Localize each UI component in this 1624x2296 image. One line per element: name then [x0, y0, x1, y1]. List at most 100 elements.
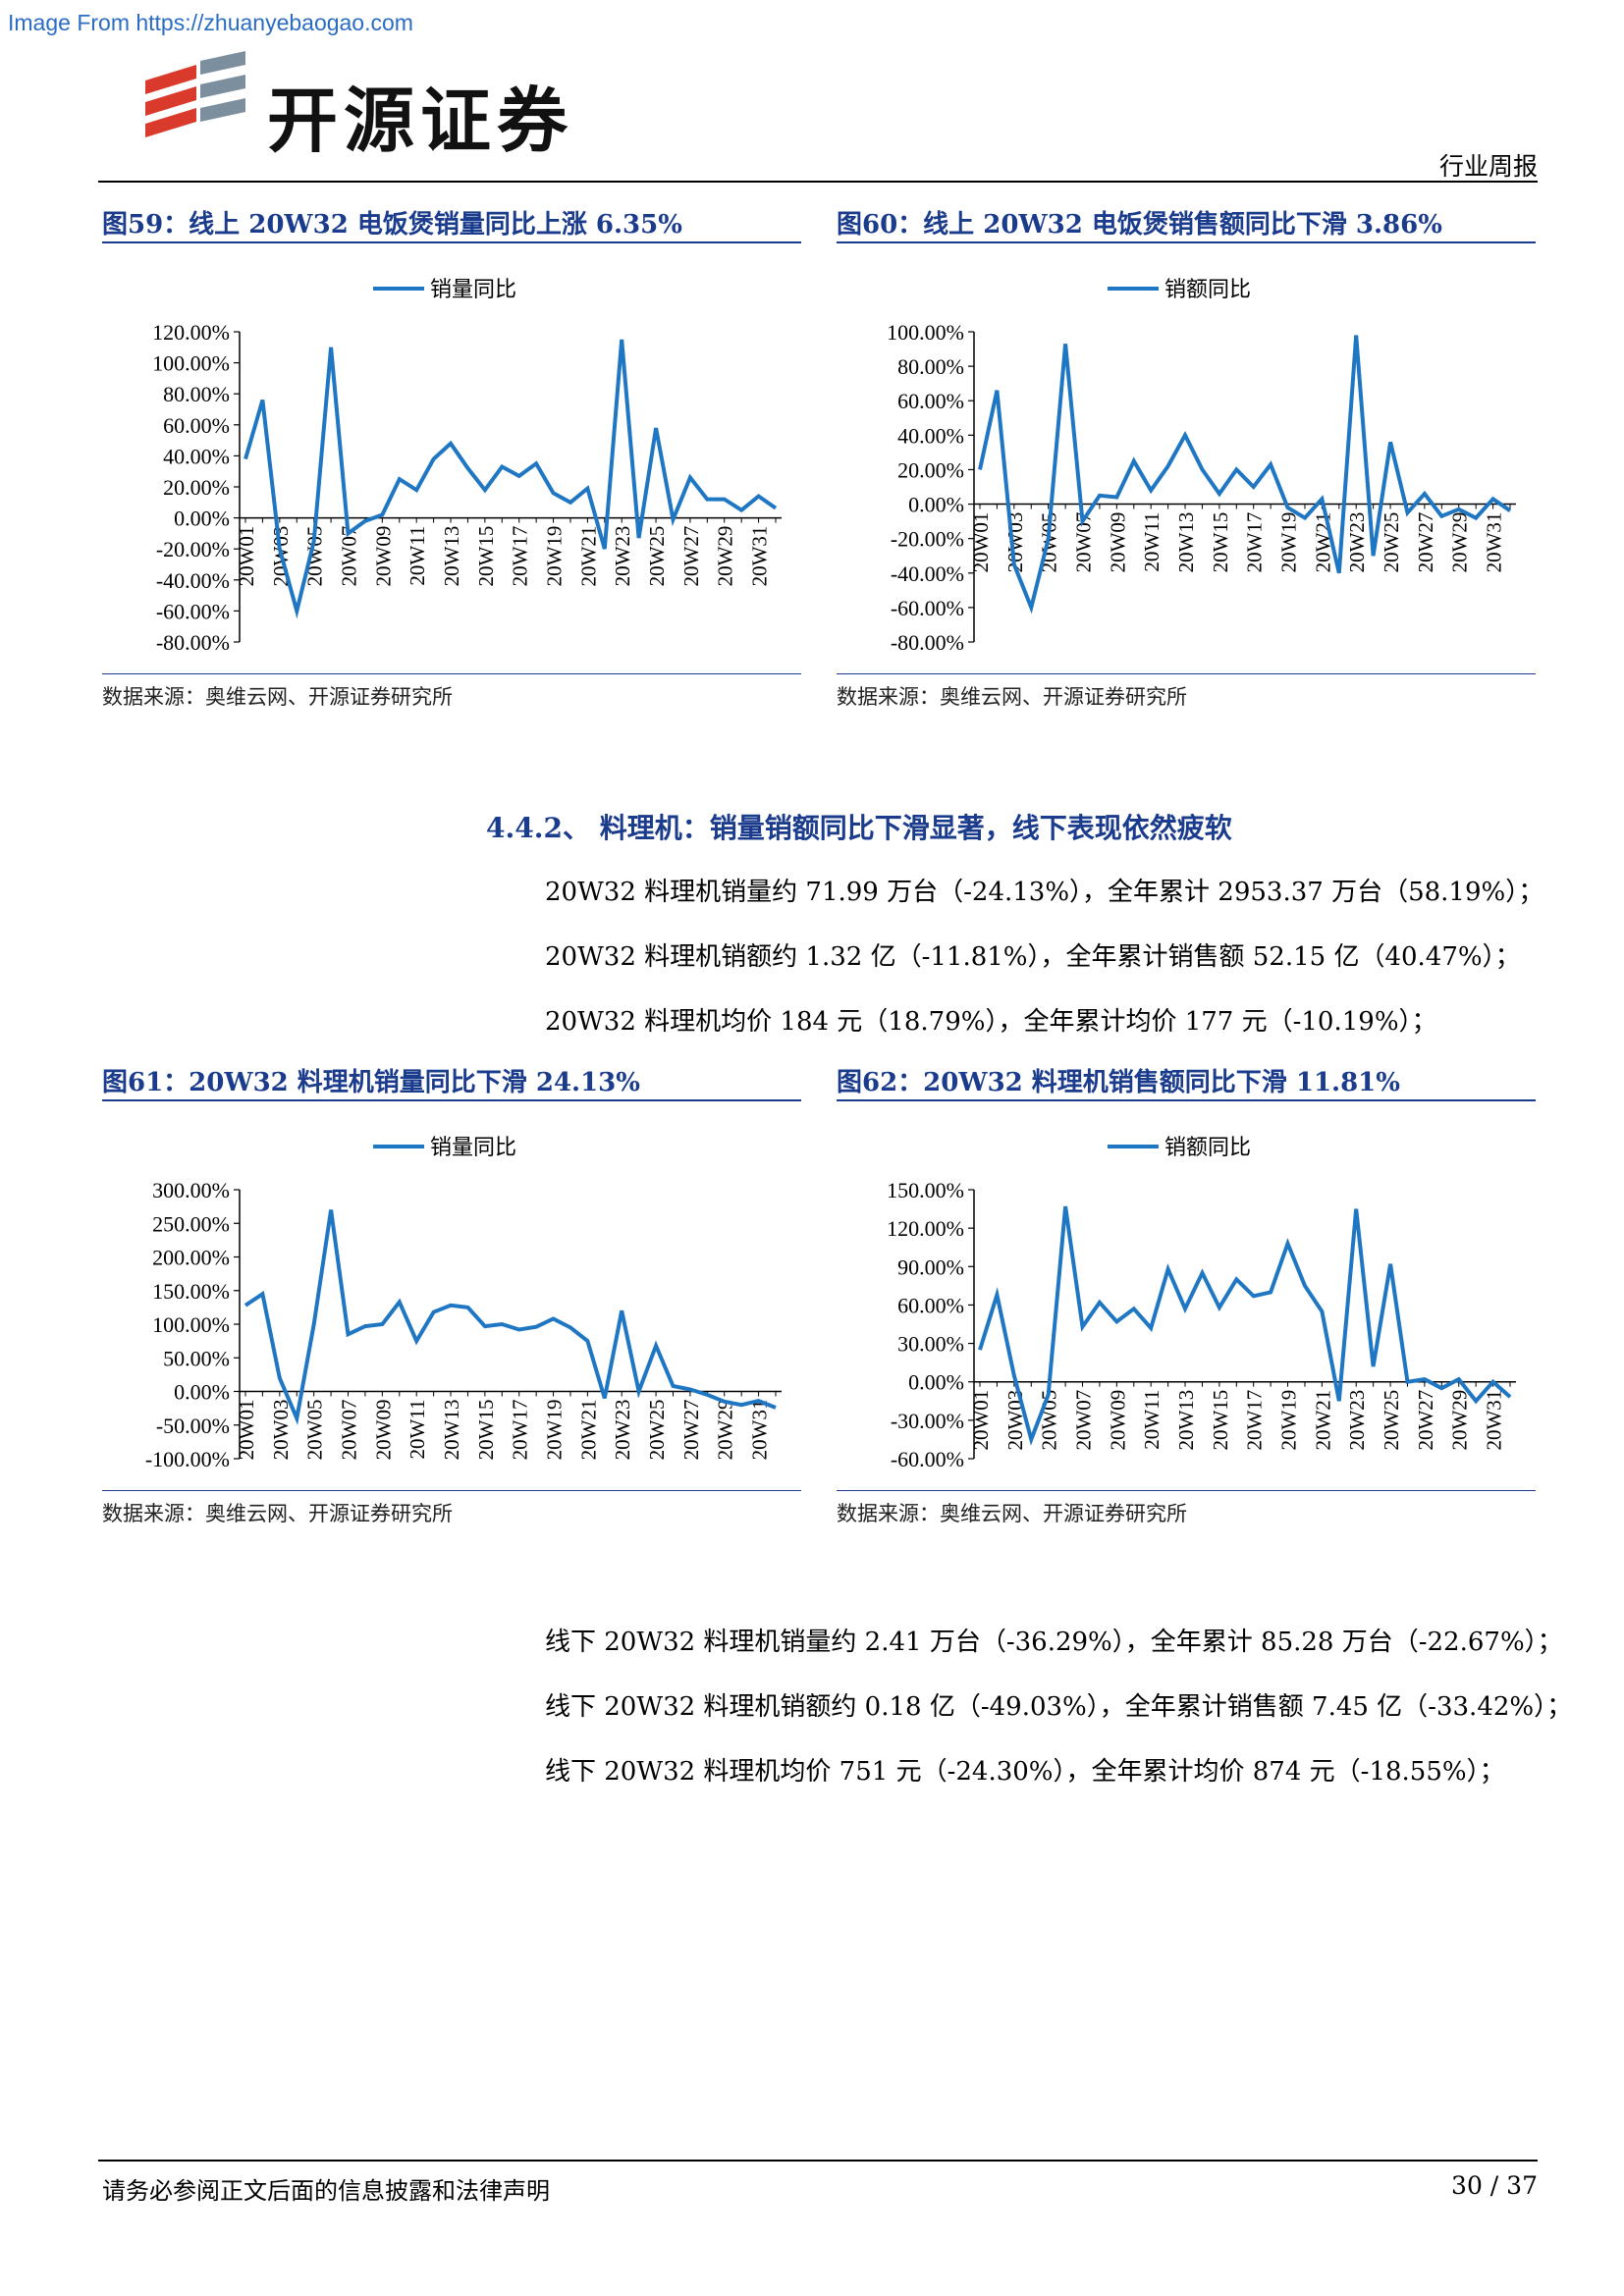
fig62-x-tick-label: 20W19	[1277, 1390, 1301, 1451]
fig60-y-tick-label: 20.00%	[897, 457, 964, 482]
fig62-x-tick-label: 20W05	[1038, 1390, 1061, 1451]
fig62-x-tick-label: 20W23	[1345, 1390, 1369, 1451]
fig59-x-tick-label: 20W29	[714, 526, 737, 587]
figure-62-source: 数据来源：奥维云网、开源证券研究所	[837, 1502, 1187, 1525]
fig62-y-tick-label: 120.00%	[887, 1216, 964, 1241]
fig59-y-tick-label: 100.00%	[152, 351, 230, 376]
figure-61-chart: 销量同比 300.00% 250.00% 200.00% 150.00% 100.00% 5…	[102, 1103, 801, 1488]
fig62-x-tick-label: 20W25	[1380, 1390, 1403, 1451]
fig61-x-tick-label: 20W05	[303, 1400, 327, 1461]
fig60-x-tick-label: 20W25	[1380, 512, 1403, 573]
fig61-series-line	[244, 1209, 777, 1425]
fig59-legend: 销量同比	[373, 278, 516, 302]
offline-line-2: 线下 20W32 料理机销额约 0.18 亿（-49.03%），全年累计销售额 …	[545, 1692, 1573, 1722]
fig60-x-tick-label: 20W01	[969, 512, 993, 573]
fig62-y-tick-label: -60.00%	[891, 1447, 964, 1471]
fig59-y-tick-label: -40.00%	[156, 568, 230, 593]
figure-60-chart: 销额同比 100.00% 80.00% 60.00% 40.00% 20.00% 0.00%…	[837, 245, 1536, 671]
fig62-x-tick-label: 20W01	[969, 1390, 993, 1451]
figure-60-title: 图60：线上 20W32 电饭煲销售额同比下滑 3.86%	[837, 210, 1442, 240]
fig62-x-tick-label: 20W31	[1483, 1390, 1506, 1451]
fig61-y-tick-label: 100.00%	[152, 1312, 230, 1337]
fig62-x-tick-label: 20W13	[1174, 1390, 1198, 1451]
figure-59-chart: 销量同比 120.00% 100.00% 80.00% 60.00% 40.00% 20.0…	[102, 245, 801, 671]
figure-61-top-rule	[102, 1099, 801, 1101]
fig61-x-tick-label: 20W07	[338, 1400, 361, 1461]
fig60-y-tick-label: -40.00%	[891, 561, 964, 586]
figure-59-source: 数据来源：奥维云网、开源证券研究所	[102, 685, 453, 709]
fig62-x-tick-label: 20W27	[1414, 1390, 1437, 1451]
fig62-y-tick-label: 60.00%	[897, 1293, 964, 1317]
fig60-x-tick-label: 20W11	[1140, 512, 1164, 572]
footer-disclaimer: 请务必参阅正文后面的信息披露和法律声明	[102, 2177, 550, 2205]
figure-61-bottom-rule	[102, 1490, 801, 1491]
fig62-x-tick-label: 20W21	[1311, 1390, 1334, 1451]
fig60-x-tick-label: 20W17	[1243, 512, 1267, 573]
figure-59-title: 图59：线上 20W32 电饭煲销量同比上涨 6.35%	[102, 210, 682, 240]
section-line-2: 20W32 料理机销额约 1.32 亿（-11.81%），全年累计销售额 52.…	[545, 942, 1521, 972]
brand-name: 开源证券	[267, 80, 574, 162]
fig60-legend: 销额同比	[1108, 278, 1251, 302]
fig59-y-tick-label: -20.00%	[156, 537, 230, 561]
fig59-y-tick-label: -80.00%	[156, 630, 230, 655]
fig61-x-tick-label: 20W25	[645, 1400, 669, 1461]
footer-divider	[98, 2160, 1538, 2162]
fig62-series-line	[978, 1205, 1512, 1446]
fig62-x-tick-label: 20W29	[1448, 1390, 1472, 1451]
figure-60-bottom-rule	[837, 673, 1536, 674]
fig59-x-tick-label: 20W23	[611, 526, 634, 587]
fig62-y-tick-label: 30.00%	[897, 1332, 964, 1357]
fig61-y-tick-label: 300.00%	[152, 1178, 230, 1202]
header-divider	[98, 181, 1538, 183]
fig62-x-tick-label: 20W17	[1243, 1390, 1267, 1451]
fig62-y-tick-label: 90.00%	[897, 1255, 964, 1279]
fig59-y-tick-label: 120.00%	[152, 320, 230, 345]
fig60-y-tick-label: -80.00%	[891, 630, 964, 655]
fig61-legend-label: 销量同比	[430, 1136, 516, 1160]
fig59-x-tick-label: 20W11	[406, 526, 429, 586]
fig59-x-tick-label: 20W17	[509, 526, 532, 587]
fig60-y-tick-label: 60.00%	[897, 389, 964, 413]
fig61-x-tick-label: 20W23	[611, 1400, 634, 1461]
figure-59-bottom-rule	[102, 673, 801, 674]
fig60-x-tick-label: 20W13	[1174, 512, 1198, 573]
fig59-series-line	[244, 339, 778, 619]
fig61-x-tick-label: 20W19	[543, 1400, 567, 1461]
fig59-legend-label: 销量同比	[430, 278, 516, 302]
fig61-x-tick-label: 20W29	[714, 1400, 737, 1461]
fig60-x-tick-label: 20W09	[1106, 512, 1129, 573]
fig62-x-tick-label: 20W09	[1106, 1390, 1129, 1451]
figure-61-source: 数据来源：奥维云网、开源证券研究所	[102, 1502, 453, 1525]
fig62-y-tick-label: 150.00%	[887, 1178, 964, 1202]
figure-61-title: 图61：20W32 料理机销量同比下滑 24.13%	[102, 1068, 640, 1097]
fig62-svg: 销额同比 150.00% 120.00% 90.00% 60.00% 30.00% 0.00…	[887, 1136, 1516, 1471]
fig59-x-tick-label: 20W15	[474, 526, 498, 587]
fig59-x-tick-label: 20W31	[748, 526, 772, 587]
fig61-x-tick-label: 20W15	[474, 1400, 498, 1461]
figure-59-top-rule	[102, 241, 801, 243]
offline-line-3: 线下 20W32 料理机均价 751 元（-24.30%），全年累计均价 874…	[545, 1757, 1505, 1787]
fig61-y-tick-label: 150.00%	[152, 1279, 230, 1304]
fig59-svg: 销量同比 120.00% 100.00% 80.00% 60.00% 40.00% 20.0…	[152, 278, 782, 655]
fig61-x-tick-label: 20W03	[269, 1400, 293, 1461]
fig60-legend-label: 销额同比	[1164, 278, 1251, 302]
fig61-x-tick-label: 20W13	[440, 1400, 463, 1461]
fig59-x-tick-label: 20W01	[235, 526, 258, 587]
fig61-x-tick-label: 20W11	[406, 1400, 429, 1460]
fig59-y-tick-label: -60.00%	[156, 599, 230, 623]
fig62-y-tick-label: -30.00%	[891, 1409, 964, 1433]
fig62-x-tick-label: 20W07	[1072, 1390, 1096, 1451]
fig61-y-tick-label: 250.00%	[152, 1211, 230, 1236]
fig60-y-tick-label: 0.00%	[908, 493, 964, 517]
fig61-x-tick-label: 20W17	[509, 1400, 532, 1461]
fig60-x-tick-label: 20W23	[1345, 512, 1369, 573]
fig60-y-tick-label: -60.00%	[891, 596, 964, 620]
fig61-y-tick-label: 0.00%	[174, 1380, 230, 1405]
fig59-x-tick-label: 20W21	[576, 526, 600, 587]
figure-62-bottom-rule	[837, 1490, 1536, 1491]
fig60-svg: 销额同比 100.00% 80.00% 60.00% 40.00% 20.00% 0.00%…	[887, 278, 1516, 655]
fig59-y-tick-label: 80.00%	[163, 382, 230, 406]
fig60-x-tick-label: 20W19	[1277, 512, 1301, 573]
fig60-x-tick-label: 20W15	[1209, 512, 1232, 573]
fig62-x-tick-label: 20W15	[1209, 1390, 1232, 1451]
